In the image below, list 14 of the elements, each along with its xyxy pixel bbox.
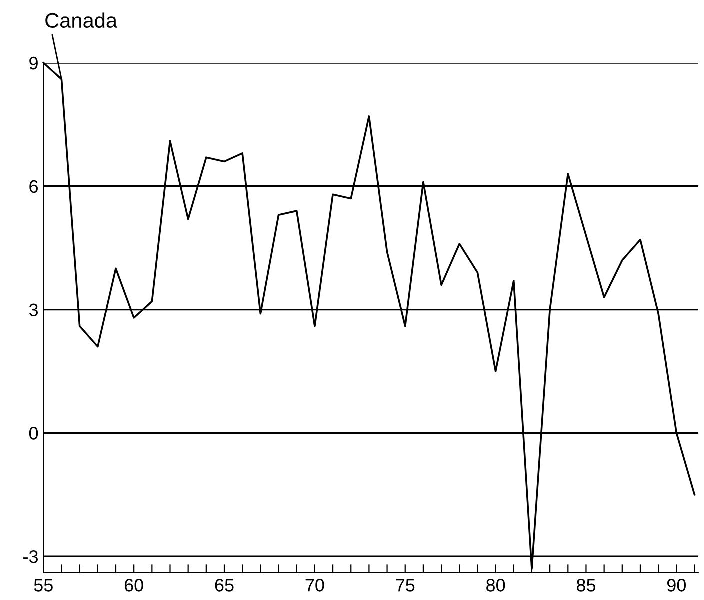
y-tick-label: 3 <box>29 304 38 316</box>
annotation: Canada <box>46 12 118 28</box>
y-tick-label: 6 <box>30 180 38 194</box>
x-tick-label: 85 <box>576 579 596 592</box>
y-tick-label: -3 <box>24 550 38 564</box>
x-tick-label: 65 <box>215 579 234 592</box>
x-tick-label: 60 <box>124 579 144 592</box>
x-tick-label: 75 <box>396 579 415 592</box>
x-tick-label: 70 <box>306 579 324 592</box>
y-tick-label: 0 <box>29 427 38 440</box>
y-tick-label: 9 <box>30 56 38 70</box>
x-tick-label: 90 <box>667 579 686 592</box>
x-tick-label: 80 <box>486 579 506 592</box>
x-tick-label: 55 <box>34 579 53 592</box>
